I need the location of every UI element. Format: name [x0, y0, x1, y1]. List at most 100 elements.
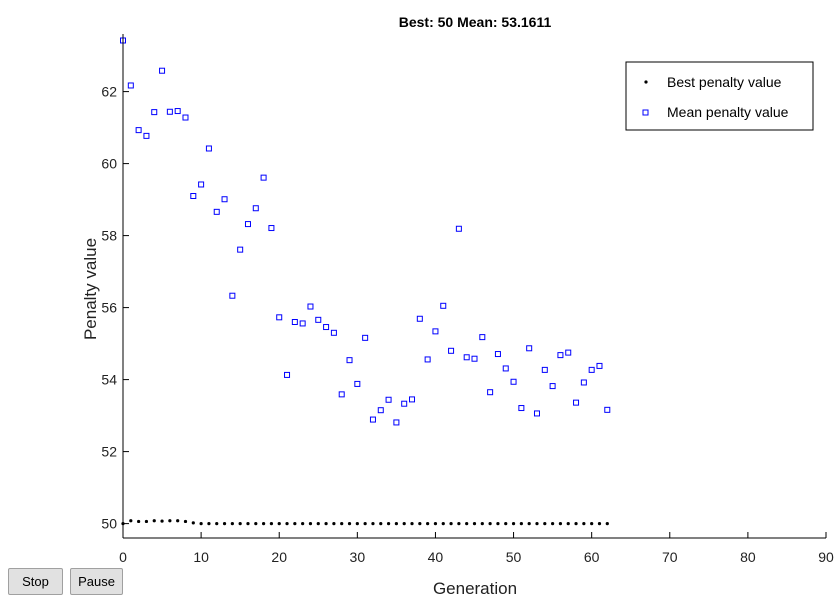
best-penalty-point: [488, 522, 492, 526]
best-penalty-point: [254, 522, 258, 526]
best-penalty-point: [222, 522, 227, 526]
best-penalty-point: [480, 522, 484, 526]
mean-penalty-point: [385, 396, 392, 403]
stop-button[interactable]: Stop: [8, 568, 63, 595]
best-penalty-point: [441, 522, 445, 526]
best-penalty-point: [449, 522, 453, 526]
x-tick-label: 60: [584, 549, 600, 565]
best-penalty-point: [418, 522, 422, 526]
mean-penalty-point: [440, 302, 447, 309]
legend: Best penalty value Mean penalty value: [625, 61, 814, 131]
best-penalty-point: [597, 522, 602, 526]
best-penalty-point: [371, 522, 375, 526]
mean-penalty-point: [174, 108, 181, 115]
y-tick-label: 62: [101, 84, 117, 100]
mean-penalty-point: [565, 349, 572, 356]
x-tick-label: 70: [662, 549, 678, 565]
mean-penalty-point: [182, 114, 189, 121]
best-penalty-point: [511, 522, 516, 526]
mean-penalty-point: [299, 320, 306, 327]
mean-penalty-point: [190, 193, 197, 199]
x-tick-label: 80: [740, 549, 756, 565]
best-penalty-point: [262, 522, 266, 526]
best-penalty-point: [527, 522, 531, 526]
mean-penalty-point: [432, 328, 439, 335]
mean-penalty-point: [455, 225, 462, 232]
y-tick-label: 52: [101, 444, 117, 460]
mean-penalty-point: [377, 407, 384, 414]
mean-penalty-point: [471, 355, 478, 362]
best-penalty-point: [402, 522, 406, 526]
mean-penalty-point: [135, 127, 142, 134]
mean-penalty-point: [268, 225, 275, 232]
best-penalty-point: [183, 519, 188, 524]
mean-penalty-point: [346, 357, 353, 364]
mean-penalty-point: [502, 365, 509, 372]
mean-penalty-point: [533, 410, 540, 417]
x-tick-label: 0: [119, 549, 127, 565]
pause-button[interactable]: Pause: [70, 568, 123, 595]
y-tick-label: 50: [101, 516, 117, 532]
mean-penalty-point: [260, 174, 267, 181]
legend-mean-label: Mean penalty value: [667, 104, 789, 120]
mean-penalty-point: [479, 334, 486, 341]
mean-penalty-point: [307, 303, 314, 310]
y-tick-label: 56: [101, 300, 117, 316]
mean-penalty-point: [487, 389, 494, 396]
mean-penalty-point: [494, 351, 501, 358]
mean-penalty-point: [205, 145, 212, 152]
best-penalty-point: [496, 522, 500, 526]
best-penalty-point: [363, 522, 367, 526]
best-penalty-point: [207, 522, 211, 526]
legend-box: [625, 61, 814, 131]
x-tick-label: 10: [193, 549, 209, 565]
x-tick-label: 50: [506, 549, 522, 565]
best-penalty-point: [355, 522, 359, 526]
mean-penalty-point: [549, 383, 556, 390]
best-penalty-point: [472, 522, 477, 526]
mean-penalty-point: [541, 366, 548, 373]
best-penalty-point: [230, 522, 234, 526]
best-penalty-point: [144, 519, 149, 524]
best-penalty-point: [465, 522, 469, 526]
best-penalty-point: [246, 522, 250, 526]
best-penalty-point: [566, 522, 570, 526]
mean-penalty-point: [291, 319, 298, 325]
best-penalty-point: [277, 522, 281, 526]
best-penalty-point: [574, 522, 578, 526]
mean-penalty-point: [448, 347, 455, 354]
mean-penalty-point: [198, 181, 205, 188]
best-penalty-point: [152, 519, 156, 523]
best-penalty-point: [379, 522, 383, 526]
mean-penalty-point: [252, 205, 259, 212]
mean-penalty-point: [315, 316, 322, 323]
best-penalty-point: [199, 522, 203, 526]
best-penalty-point: [285, 522, 289, 526]
data-marks: [120, 37, 611, 526]
best-penalty-point: [543, 522, 547, 526]
mean-penalty-point: [338, 391, 345, 398]
mean-penalty-point: [276, 314, 283, 321]
best-penalty-point: [535, 522, 539, 526]
best-penalty-point: [160, 519, 164, 523]
mean-penalty-point: [362, 334, 369, 341]
mean-penalty-point: [518, 405, 525, 412]
mean-penalty-point: [143, 132, 150, 139]
best-penalty-point: [168, 519, 172, 523]
mean-penalty-point: [573, 399, 580, 406]
best-penalty-point: [308, 522, 313, 526]
mean-penalty-point: [323, 324, 330, 331]
best-penalty-point: [316, 522, 320, 526]
mean-penalty-point: [393, 419, 400, 426]
mean-penalty-point: [244, 221, 251, 228]
mean-penalty-point: [127, 82, 134, 89]
best-penalty-point: [238, 522, 242, 526]
mean-penalty-point: [369, 416, 376, 423]
best-penalty-point: [340, 522, 344, 526]
best-penalty-point: [551, 522, 555, 526]
mean-penalty-point: [354, 380, 361, 387]
mean-penalty-point: [151, 109, 158, 116]
best-penalty-point: [269, 522, 274, 526]
best-penalty-point: [301, 522, 305, 526]
mean-penalty-point: [604, 406, 611, 413]
